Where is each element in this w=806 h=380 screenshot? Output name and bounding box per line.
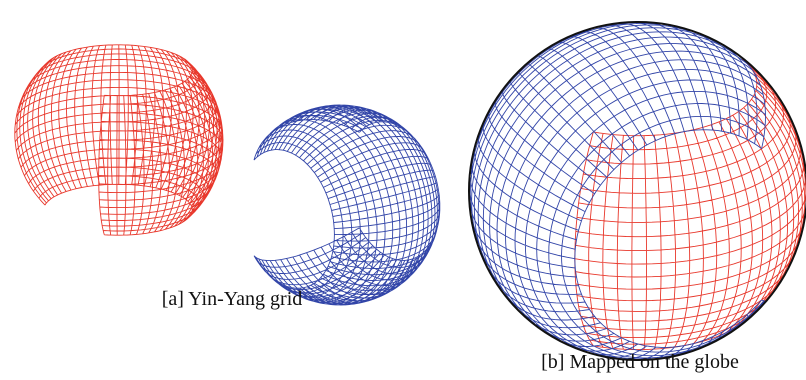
page: [a] Yin-Yang grid [b] Mapped on the glob… xyxy=(0,0,806,380)
caption-b: [b] Mapped on the globe xyxy=(541,351,739,373)
yin-grid xyxy=(15,45,223,235)
yin-yang-panel xyxy=(15,45,440,305)
globe-panel xyxy=(469,22,806,360)
figure: [a] Yin-Yang grid [b] Mapped on the glob… xyxy=(0,0,806,380)
yang-grid xyxy=(254,105,440,305)
caption-a: [a] Yin-Yang grid xyxy=(162,288,303,310)
